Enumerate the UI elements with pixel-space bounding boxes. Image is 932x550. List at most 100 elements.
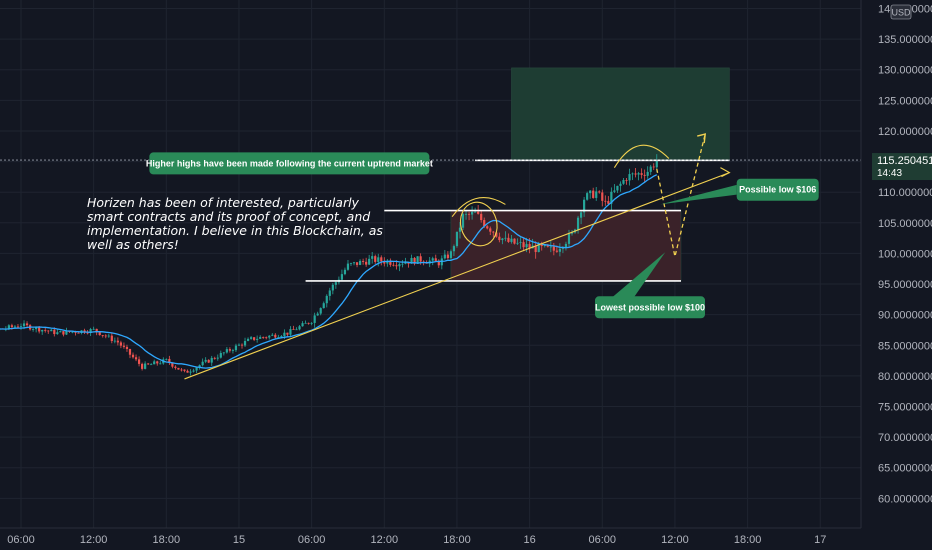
candle-body	[334, 282, 337, 285]
candle-body	[534, 245, 537, 253]
callout-box	[149, 152, 430, 175]
candle-body	[71, 331, 74, 333]
candle-body	[598, 191, 601, 193]
candle-body	[395, 265, 398, 267]
moving-average-path	[0, 174, 658, 369]
candle-body	[649, 166, 652, 172]
candle-body	[362, 260, 365, 262]
candle-body	[455, 231, 459, 247]
time-tick-label: 12:00	[661, 534, 689, 546]
candle-body	[134, 357, 138, 360]
candle-body	[307, 322, 310, 324]
candle-body	[150, 364, 153, 366]
candle-body	[655, 160, 658, 168]
callout-pointer-possible-low	[660, 184, 737, 205]
candle-body	[107, 335, 110, 337]
time-tick-label: 06:00	[589, 534, 617, 546]
candle-body	[652, 166, 655, 168]
candle-body	[153, 361, 156, 365]
candle-body	[319, 308, 322, 314]
candle-body	[219, 353, 222, 358]
candle-body	[477, 211, 480, 214]
candle-body	[116, 340, 119, 343]
candle-body	[452, 246, 456, 252]
candle-body	[410, 257, 413, 264]
candle-body	[464, 213, 468, 215]
price-tick-label: 85.0000000	[878, 340, 932, 352]
candle-body	[501, 238, 504, 241]
candle-body	[10, 325, 14, 327]
candle-body	[16, 326, 20, 328]
candle-body	[265, 337, 268, 339]
candle-body	[271, 334, 274, 336]
candle-body	[443, 254, 446, 259]
candle-body	[216, 357, 219, 359]
candle-body	[437, 260, 440, 266]
time-tick-label: 16	[523, 534, 535, 546]
candle-body	[195, 367, 198, 371]
time-tick-label: 06:00	[7, 534, 35, 546]
candle-body	[352, 262, 356, 264]
candle-body	[446, 254, 449, 259]
candle-body	[147, 363, 150, 365]
candle-body	[467, 213, 471, 215]
candle-body	[613, 190, 616, 192]
candle-body	[22, 323, 26, 327]
candle-body	[101, 335, 104, 336]
candle-body	[383, 261, 386, 264]
candle-body	[249, 337, 253, 339]
candle-body	[325, 295, 328, 304]
candle-body	[141, 363, 144, 369]
candle-body	[280, 336, 283, 337]
candle-body	[374, 256, 377, 262]
candle-body	[519, 242, 522, 243]
candle-body	[380, 257, 383, 262]
candle-body	[25, 323, 29, 326]
candle-body	[537, 243, 540, 253]
candle-body	[368, 258, 371, 265]
candle-body	[640, 173, 643, 175]
candle-body	[180, 369, 183, 371]
candle-body	[246, 338, 250, 341]
candle-body	[637, 173, 640, 175]
candle-body	[171, 363, 174, 367]
price-tick-label: 125.0000000	[878, 95, 932, 107]
candle-body	[516, 242, 519, 244]
candle-body	[56, 332, 59, 335]
candle-body	[50, 329, 53, 332]
candle-body	[489, 228, 492, 232]
candle-body	[434, 258, 437, 261]
candle-body	[546, 245, 549, 247]
candle-body	[413, 257, 416, 264]
candle-body	[237, 344, 241, 346]
candle-body	[92, 328, 95, 330]
countdown-label: 14:43	[877, 168, 902, 179]
candle-body	[110, 335, 113, 342]
price-tick-label: 70.0000000	[878, 432, 932, 444]
candle-body	[41, 329, 44, 332]
candle-body	[59, 331, 62, 333]
candle-body	[268, 335, 271, 338]
candle-body	[555, 250, 558, 252]
projection-path	[656, 133, 706, 257]
candle-body	[595, 191, 598, 198]
candle-body	[98, 332, 101, 336]
candle-body	[65, 330, 68, 335]
time-axis[interactable]: 06:00 12:00 18:00 15 06:00 12:00 18:00 16 06:00 1…	[0, 527, 861, 550]
candle-body	[86, 332, 89, 334]
candle-body	[371, 256, 374, 259]
candle-body	[507, 237, 510, 242]
candle-body	[74, 331, 77, 333]
candle-body	[567, 233, 571, 244]
candle-body	[277, 336, 280, 338]
time-tick-label: 06:00	[298, 534, 326, 546]
highlight-arc-left	[451, 197, 506, 218]
callout-text: Higher highs have been made following th…	[146, 158, 433, 168]
price-tick-label: 130.0000000	[878, 65, 932, 77]
candle-body	[625, 180, 628, 181]
trendline	[184, 172, 730, 380]
price-axis[interactable]: 140.0000000135.0000000130.0000000125.000…	[860, 0, 932, 550]
note-line: Horizen has been of interested, particul…	[87, 195, 360, 210]
current-price-tag	[872, 153, 932, 181]
